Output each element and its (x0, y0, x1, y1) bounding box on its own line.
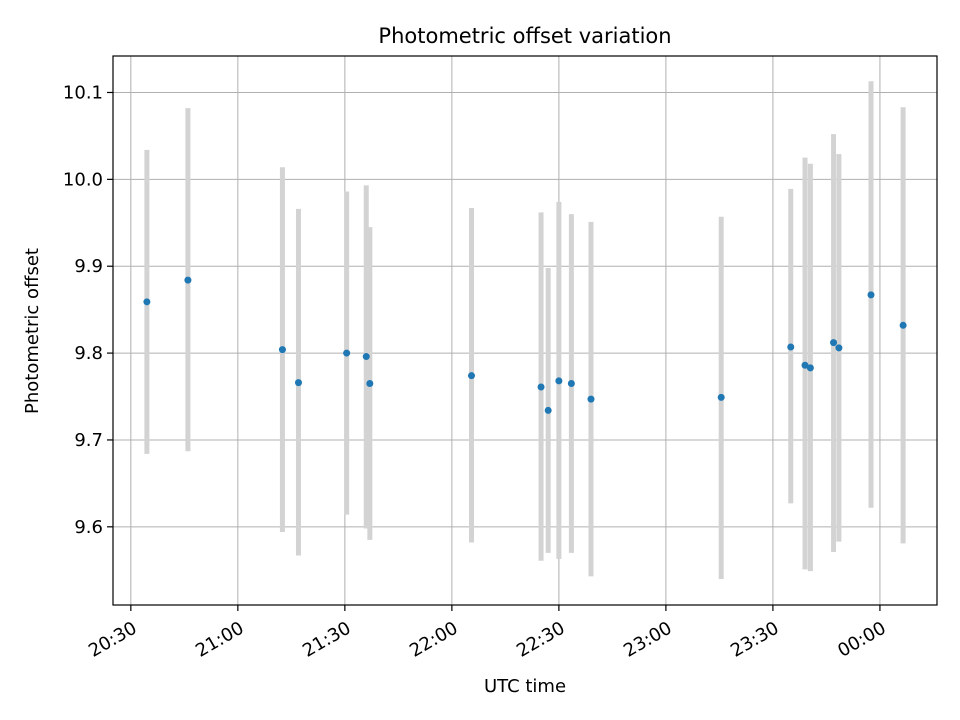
data-point (343, 349, 351, 357)
data-point (587, 395, 595, 403)
y-tick-label: 9.7 (74, 430, 103, 451)
plot-frame (112, 55, 938, 606)
data-point (366, 379, 374, 387)
data-point (143, 298, 151, 306)
y-tick-label: 9.6 (74, 517, 103, 538)
y-tick-label: 10.0 (63, 169, 103, 190)
data-point (787, 343, 795, 351)
data-point (867, 291, 875, 299)
data-point (899, 321, 907, 329)
data-point (801, 361, 809, 369)
data-point (184, 276, 192, 284)
x-axis-title: UTC time (484, 676, 566, 697)
y-axis-title: Photometric offset (22, 248, 43, 414)
data-point (467, 372, 475, 380)
y-tick-label: 10.1 (63, 82, 103, 103)
y-tick-label: 9.9 (74, 256, 103, 277)
chart-title: Photometric offset variation (378, 24, 671, 48)
data-point (362, 353, 370, 361)
data-point (537, 383, 545, 391)
data-point (278, 346, 286, 354)
data-point (544, 406, 552, 414)
data-point (806, 364, 814, 372)
y-tick-label: 9.8 (74, 343, 103, 364)
data-point (717, 393, 725, 401)
data-points (143, 276, 907, 414)
data-point (555, 377, 563, 385)
data-point (294, 379, 302, 387)
data-point (830, 339, 838, 347)
data-point (835, 344, 843, 352)
data-point (567, 379, 575, 387)
y-axis-ticks: 9.6 9.7 9.8 9.9 10.0 10.1 (63, 82, 113, 538)
